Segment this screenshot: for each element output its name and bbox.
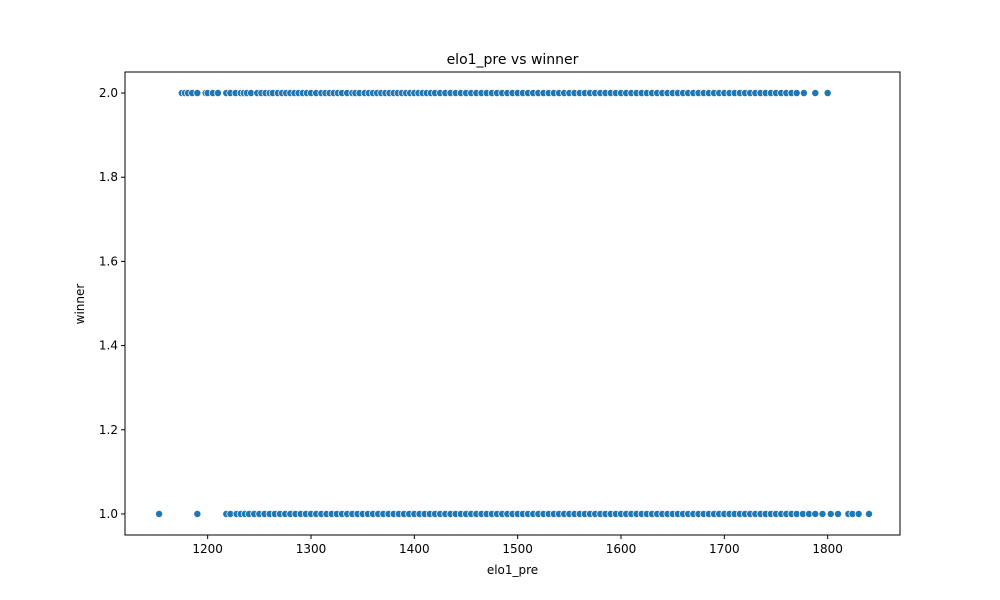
y-tick-label: 1.6 — [99, 254, 118, 268]
data-point — [854, 510, 863, 518]
data-point — [155, 510, 164, 518]
data-point — [193, 89, 202, 98]
x-tick-label: 1500 — [502, 542, 533, 556]
data-point — [826, 510, 835, 518]
data-point — [834, 510, 842, 518]
x-tick-label: 1600 — [606, 542, 637, 556]
data-point — [811, 510, 820, 518]
x-tick-label: 1200 — [192, 542, 223, 556]
data-point — [818, 510, 827, 518]
y-axis: 1.0 1.2 1.4 1.6 1.8 2.0 — [99, 86, 125, 521]
data-point — [811, 89, 820, 98]
y-axis-label: winner — [73, 284, 87, 325]
y-tick-label: 1.8 — [99, 170, 118, 184]
data-point — [792, 89, 801, 98]
x-tick-label: 1700 — [709, 542, 740, 556]
chart-title: elo1_pre vs winner — [447, 52, 579, 68]
data-point — [865, 510, 873, 518]
y-tick-label: 1.0 — [99, 507, 118, 521]
scatter-points — [155, 89, 873, 518]
y-tick-label: 2.0 — [99, 86, 118, 100]
data-point — [193, 510, 202, 518]
x-axis: 1200 1300 1400 1500 1600 1700 1800 — [192, 535, 843, 556]
y-tick-label: 1.4 — [99, 339, 118, 353]
data-point — [799, 89, 808, 98]
x-axis-label: elo1_pre — [487, 563, 538, 577]
x-tick-label: 1400 — [399, 542, 430, 556]
plot-frame — [124, 71, 901, 536]
x-tick-label: 1300 — [296, 542, 327, 556]
x-tick-label: 1800 — [812, 542, 843, 556]
y-tick-label: 1.2 — [99, 423, 118, 437]
data-point — [823, 89, 832, 98]
data-point — [214, 89, 222, 98]
